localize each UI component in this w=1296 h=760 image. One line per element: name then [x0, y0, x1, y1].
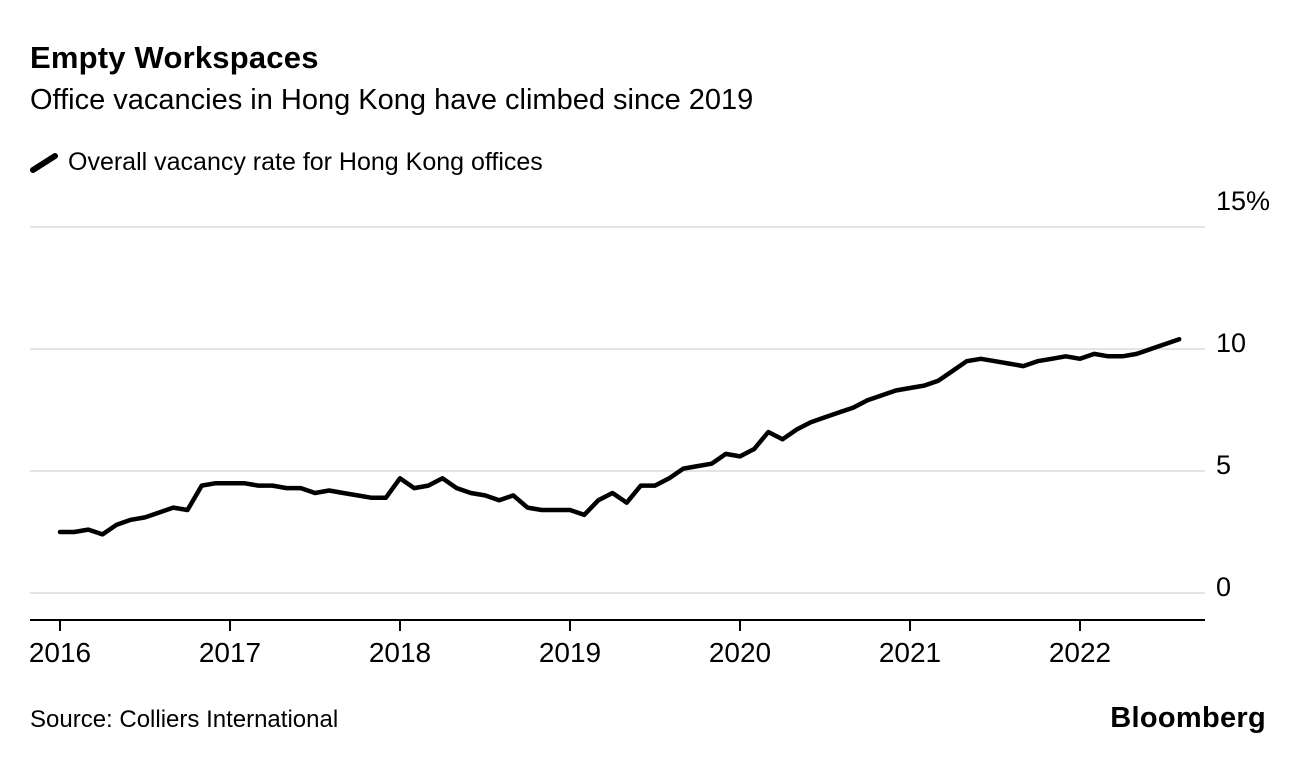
x-axis-label: 2020 [709, 637, 771, 668]
x-axis-label: 2017 [199, 637, 261, 668]
vacancy-rate-line [57, 336, 1182, 537]
chart-legend: Overall vacancy rate for Hong Kong offic… [30, 148, 543, 177]
y-axis-label: 15% [1216, 186, 1270, 216]
x-axis-label: 2022 [1049, 637, 1111, 668]
y-axis-label: 0 [1216, 572, 1231, 602]
line-series-icon [30, 151, 58, 175]
x-axis-label: 2021 [879, 637, 941, 668]
y-axis-label: 5 [1216, 450, 1231, 480]
bloomberg-logo: Bloomberg [1110, 702, 1266, 734]
chart-subtitle: Office vacancies in Hong Kong have climb… [30, 84, 754, 116]
y-axis-label: 10 [1216, 328, 1246, 358]
x-axis-label: 2016 [29, 637, 91, 668]
chart-title: Empty Workspaces [30, 40, 319, 75]
legend-label: Overall vacancy rate for Hong Kong offic… [68, 148, 543, 176]
x-axis-label: 2019 [539, 637, 601, 668]
x-axis-label: 2018 [369, 637, 431, 668]
source-note: Source: Colliers International [30, 706, 339, 733]
